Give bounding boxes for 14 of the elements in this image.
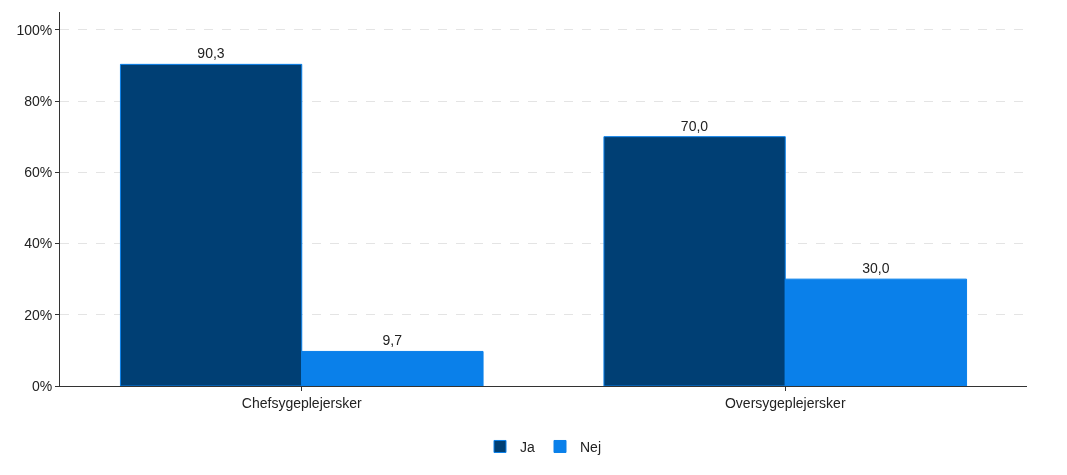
y-tick-label: 60% — [24, 164, 53, 181]
data-label: 30,0 — [862, 260, 890, 277]
legend-label: Ja — [520, 438, 535, 455]
y-tick-label: 0% — [31, 377, 53, 394]
legend-label: Nej — [580, 438, 602, 455]
y-tick-label: 80% — [24, 92, 53, 109]
data-label: 70,0 — [680, 117, 709, 134]
data-label: 90,3 — [197, 45, 225, 62]
x-tick-label: Chefsygeplejersker — [241, 394, 362, 411]
y-tick-label: 40% — [24, 235, 53, 252]
x-tick-label: Oversygeplejersker — [724, 394, 846, 411]
data-label: 9,7 — [382, 332, 403, 349]
y-tick-label: 100% — [16, 21, 53, 38]
y-tick-label: 20% — [24, 306, 53, 323]
